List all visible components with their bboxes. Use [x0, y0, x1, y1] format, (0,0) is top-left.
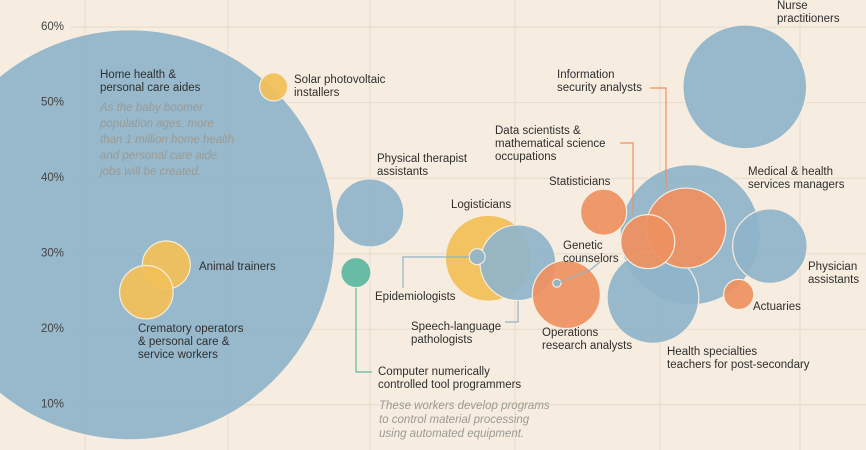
bubble-label: service workers [138, 349, 218, 361]
leader-line [402, 256, 469, 288]
bubble [579, 188, 628, 236]
annotation: population ages, more [99, 118, 214, 130]
leader-line [505, 301, 519, 323]
bubble-label: Solar photovoltaic [294, 74, 386, 86]
leader-line [355, 288, 372, 373]
bubble-label: installers [294, 87, 340, 99]
bubble [552, 278, 562, 288]
bubble-label: Physical therapist [377, 153, 468, 165]
leader-line [650, 87, 667, 190]
annotation: As the baby boomer [99, 102, 204, 114]
bubble-label: Epidemiologists [375, 291, 456, 303]
bubble-label: practitioners [777, 13, 840, 25]
bubble-label: Crematory operators [138, 323, 244, 335]
bubble-label: Speech-language [411, 321, 501, 333]
leader-line [556, 261, 601, 284]
bubble [340, 256, 372, 289]
bubble-label: personal care aides [100, 82, 201, 94]
bubble-label: assistants [808, 274, 859, 286]
bubble-label: counselors [563, 253, 619, 265]
y-tick-label: 50% [41, 97, 64, 109]
bubble-label: & personal care & [138, 336, 230, 348]
bubble-label: Genetic [563, 240, 603, 252]
y-tick-label: 30% [41, 248, 64, 260]
bubble [682, 24, 808, 150]
bubble [732, 208, 808, 284]
annotation: to control material processing [379, 414, 530, 426]
bubble [723, 278, 755, 311]
bubble-label: Nurse [777, 0, 808, 12]
bubble-label: Health specialties [667, 346, 757, 358]
bubble-label: services managers [748, 179, 845, 191]
bubble-label: Physician [808, 261, 857, 273]
bubble-label: pathologists [411, 334, 473, 346]
y-tick-label: 60% [41, 21, 64, 33]
annotation: than 1 million home health [100, 134, 234, 146]
y-tick-label: 10% [41, 399, 64, 411]
annotation: using automated equipment. [379, 428, 524, 440]
bubble [531, 259, 601, 330]
annotation: and personal care aide [100, 150, 217, 162]
bubble-label: security analysts [557, 82, 642, 94]
bubble-label: research analysts [542, 340, 632, 352]
bubble [259, 72, 289, 102]
y-tick-label: 20% [41, 323, 64, 335]
bubble-label: Medical & health [748, 166, 833, 178]
bubble-label: Information [557, 69, 615, 81]
bubble [468, 248, 486, 266]
bubble-label: occupations [495, 151, 557, 163]
bubble-label: Data scientists & [495, 125, 581, 137]
bubble-label: Operations [542, 327, 599, 339]
bubble-label: teachers for post-secondary [667, 359, 810, 371]
bubble [0, 29, 336, 441]
leader-line [620, 142, 634, 215]
bubble-label: Animal trainers [199, 261, 276, 273]
y-tick-label: 40% [41, 172, 64, 184]
annotation: These workers develop programs [379, 400, 550, 412]
bubble [620, 214, 676, 270]
bubble-label: Logisticians [451, 199, 511, 211]
bubble-label: mathematical science [495, 138, 606, 150]
bubble-label: Computer numerically [378, 366, 490, 378]
bubble-label: controlled tool programmers [378, 379, 521, 391]
bubble-label: assistants [377, 166, 428, 178]
bubble-label: Home health & [100, 69, 176, 81]
bubble [119, 264, 174, 320]
bubble-label: Actuaries [753, 301, 801, 313]
bubble-label: Statisticians [549, 176, 611, 188]
annotation: jobs will be created. [98, 166, 201, 178]
bubble [335, 178, 405, 248]
